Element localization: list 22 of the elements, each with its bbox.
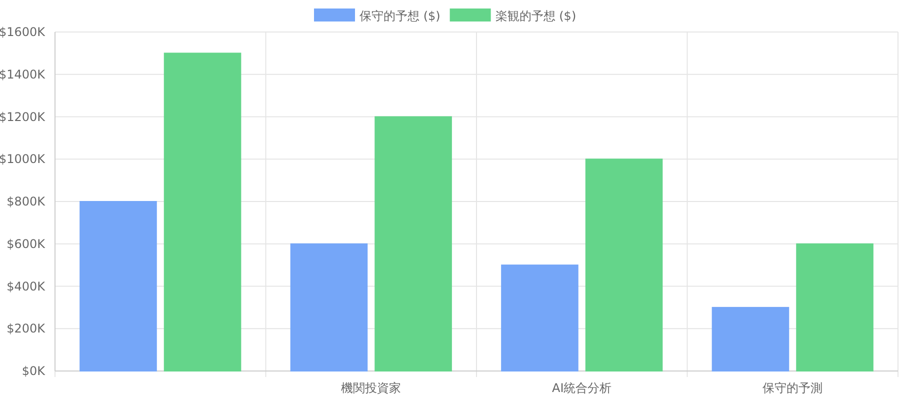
bar — [164, 52, 242, 372]
bar — [501, 264, 578, 372]
bar — [290, 243, 368, 372]
x-tick-label: 機関投資家 — [341, 381, 402, 395]
x-tick-label: AI統合分析 — [552, 381, 612, 395]
bar — [374, 116, 452, 372]
bar — [796, 243, 874, 372]
y-tick-label: $400K — [6, 279, 46, 294]
y-tick-label: $1200K — [0, 110, 46, 124]
y-tick-label: $800K — [6, 194, 46, 208]
y-tick-label: $200K — [6, 322, 46, 336]
legend-label: 楽観的予想 ($) — [495, 9, 576, 23]
y-tick-label: $1400K — [0, 67, 46, 82]
y-tick-label: $1000K — [0, 152, 46, 166]
y-tick-label: $1600K — [0, 25, 46, 39]
y-tick-label: $600K — [6, 236, 46, 251]
y-tick-label: $0K — [22, 364, 46, 378]
bar — [585, 158, 663, 372]
legend-label: 保守的予想 ($) — [360, 9, 440, 23]
bar — [712, 306, 790, 372]
x-tick-label: 保守的予測 — [762, 381, 823, 395]
bar — [80, 201, 157, 372]
